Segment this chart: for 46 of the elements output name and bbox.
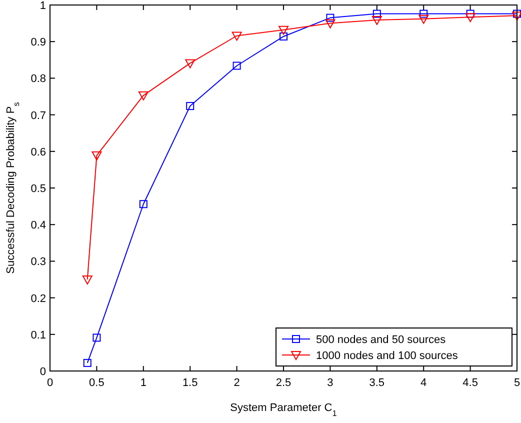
point [465, 13, 476, 22]
point [138, 91, 148, 100]
point [512, 12, 521, 21]
y-tick-label: 0.7 [30, 110, 46, 122]
point [372, 16, 382, 26]
y-tick-label: 0.4 [30, 220, 46, 232]
x-tick-label: 2 [234, 377, 240, 389]
x-tick-label: 3.5 [369, 377, 385, 389]
x-axis-title: System Parameter C$_{1}$ [230, 402, 338, 418]
point [139, 200, 148, 208]
legend-label: 500 nodes and 50 sources [316, 334, 446, 346]
point [326, 14, 334, 22]
point [232, 62, 241, 70]
point [278, 26, 288, 35]
point [186, 102, 194, 110]
y-tick-label: 0.3 [30, 256, 46, 268]
y-tick-label: 0.2 [30, 292, 46, 305]
y-tick-label: 0.6 [30, 146, 46, 158]
y-tick-label: 1 [40, 0, 46, 12]
point [513, 10, 521, 18]
point [372, 10, 381, 18]
legend-label: 1000 nodes and 100 sources [316, 350, 458, 362]
y-tick-label: 0.8 [30, 73, 46, 86]
point [280, 32, 288, 40]
point [418, 14, 429, 24]
y-tick-label: 0 [40, 366, 46, 378]
x-tick-label: 1 [140, 377, 146, 389]
point [83, 358, 92, 367]
y-tick-label: 0.9 [30, 36, 46, 49]
x-tick-label: 3 [327, 377, 334, 389]
point [92, 334, 101, 342]
x-tick-label: 5 [514, 377, 520, 389]
y-tick-label: 0.5 [30, 183, 46, 195]
y-tick-label: 0.1 [30, 329, 46, 342]
point [232, 32, 242, 41]
point [92, 151, 102, 160]
x-tick-label: 1.5 [182, 377, 198, 389]
point [420, 10, 428, 18]
point [185, 59, 196, 68]
point [325, 19, 336, 28]
point [466, 10, 474, 18]
x-tick-label: 2.5 [276, 377, 292, 389]
x-tick-label: 4.5 [462, 377, 478, 389]
x-tick-label: 0.5 [89, 377, 104, 389]
point [82, 276, 92, 284]
x-tick-label: 4 [420, 377, 427, 389]
